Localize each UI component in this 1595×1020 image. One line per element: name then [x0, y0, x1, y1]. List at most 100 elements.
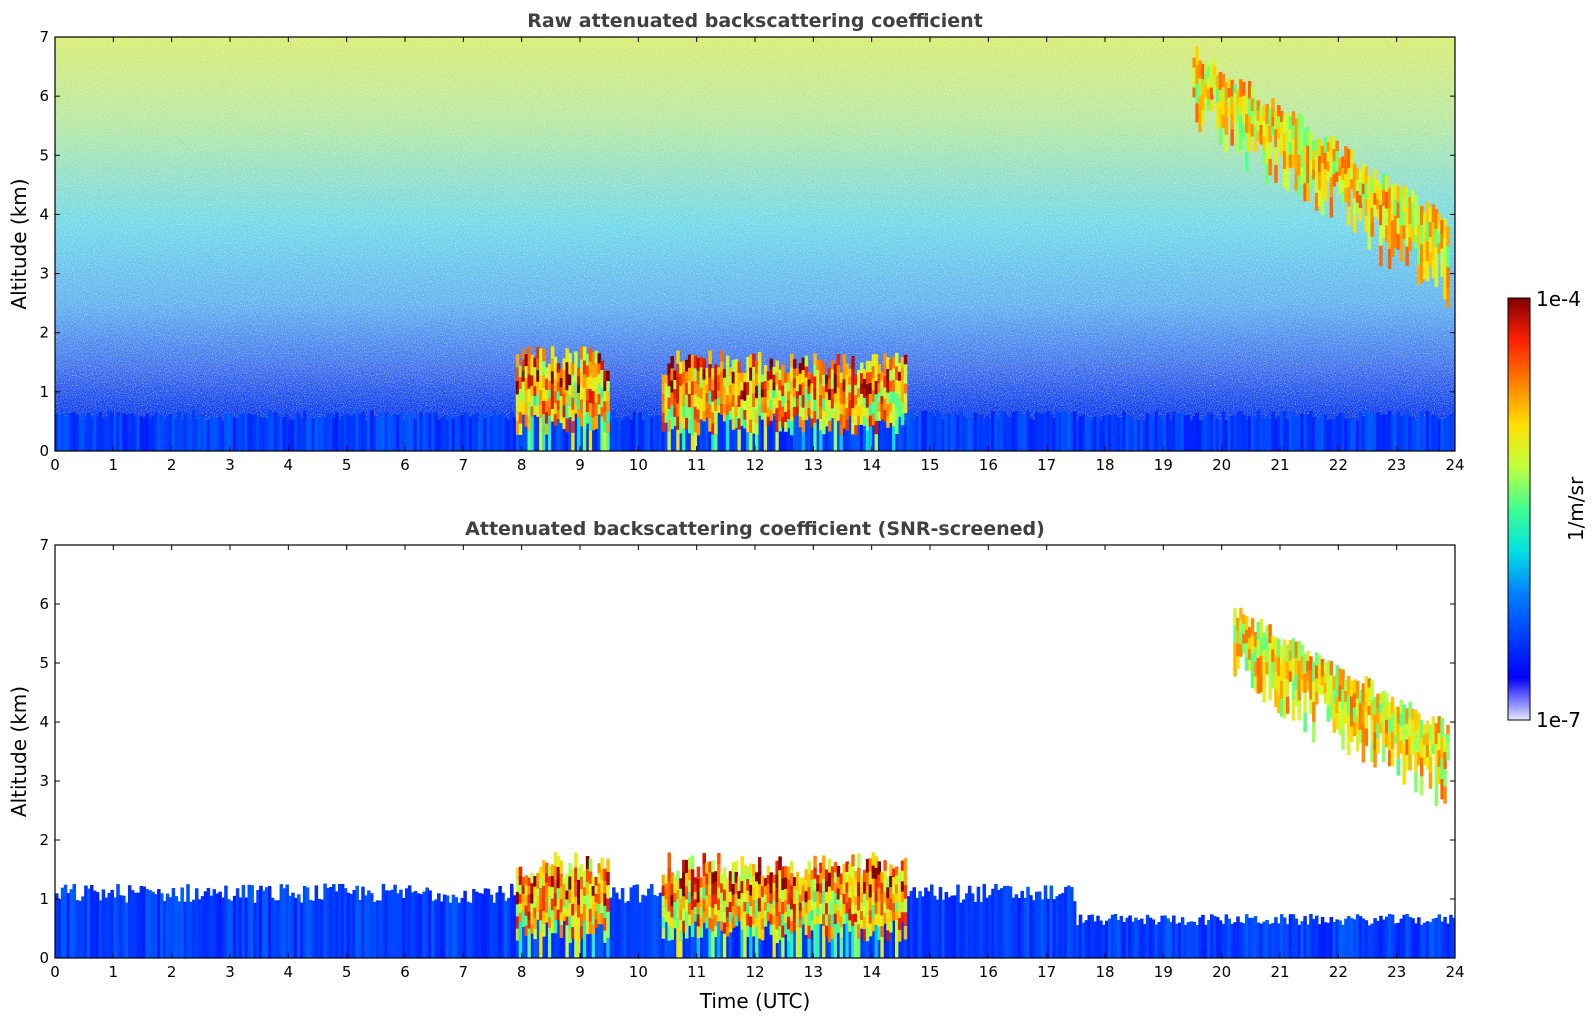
- cloud-cell: [781, 374, 785, 386]
- cirrus-cell: [1326, 141, 1331, 152]
- cloud-cell: [848, 863, 852, 875]
- cirrus-cell: [1437, 243, 1442, 254]
- bl-cell: [358, 414, 362, 451]
- bl-cell: [486, 413, 491, 451]
- cloud-cell: [740, 381, 744, 391]
- cloud-cell: [556, 888, 561, 899]
- cirrus-cell: [1402, 225, 1407, 239]
- bl-cell: [431, 900, 435, 958]
- cloud-cell: [562, 381, 567, 394]
- cirrus-cell: [1411, 743, 1415, 756]
- bl-cell: [623, 902, 628, 958]
- bl-cell: [1315, 915, 1319, 958]
- bl-cell: [1317, 419, 1322, 451]
- cirrus-cell: [1382, 744, 1386, 763]
- cloud-cell: [734, 393, 739, 405]
- cirrus-cell: [1303, 654, 1307, 674]
- cirrus-cell: [1309, 699, 1313, 714]
- cloud-cell: [778, 856, 782, 871]
- cirrus-cell: [1425, 261, 1430, 281]
- bl-cell: [1347, 417, 1351, 451]
- cloud-cell: [889, 391, 893, 402]
- bl-cell: [912, 887, 917, 958]
- cloud-cell: [545, 872, 549, 883]
- cloud-cell: [798, 919, 803, 928]
- cloud-cell: [798, 902, 803, 912]
- cloud-cell: [766, 398, 771, 408]
- cloud-cell: [577, 376, 581, 385]
- cloud-cell: [752, 406, 756, 421]
- bl-cell: [63, 418, 68, 451]
- cloud-cell: [874, 394, 879, 408]
- cirrus-cell: [1315, 665, 1319, 679]
- cloud-cell: [702, 379, 707, 391]
- cloud-cell: [749, 419, 753, 433]
- bl-cell: [440, 901, 444, 958]
- cloud-cell: [822, 855, 826, 868]
- bl-cell: [294, 412, 298, 451]
- cloud-cell: [769, 389, 774, 401]
- cloud-cell: [830, 408, 835, 419]
- cirrus-cell: [1396, 233, 1401, 250]
- cloud-cell: [787, 866, 791, 880]
- cloud-cell: [542, 348, 546, 362]
- bl-cell: [107, 892, 112, 958]
- cirrus-cell: [1390, 238, 1395, 257]
- cirrus-cell: [1370, 741, 1374, 763]
- bl-cell: [221, 420, 225, 451]
- cloud-cell: [772, 891, 777, 900]
- cirrus: [1192, 46, 1450, 308]
- bl-cell: [1061, 411, 1065, 451]
- bl-cell: [556, 414, 561, 451]
- cloud-cell: [708, 883, 712, 896]
- bl-cell: [323, 417, 327, 451]
- cloud-cell: [690, 408, 695, 422]
- cloud-cell: [839, 894, 844, 906]
- cirrus-cell: [1352, 163, 1357, 181]
- cloud-cell: [725, 355, 730, 366]
- cloud-cell: [696, 357, 701, 371]
- bl-cell: [1035, 891, 1039, 958]
- cloud-cell: [711, 368, 715, 380]
- bl-cell: [1259, 923, 1264, 958]
- cloud-cell: [784, 402, 788, 413]
- cloud-cell: [871, 852, 876, 866]
- cloud-cell: [746, 878, 750, 891]
- bl-cell: [956, 415, 960, 451]
- bl-cell: [1020, 890, 1024, 958]
- cloud-cell: [839, 873, 844, 885]
- cloud-cell: [813, 399, 817, 412]
- bl-cell: [1067, 885, 1071, 958]
- cirrus-cell: [1277, 138, 1281, 151]
- cloud-cell: [597, 404, 602, 415]
- cloud-cell: [685, 371, 689, 384]
- cloud-cell: [795, 391, 800, 399]
- cirrus-cell: [1422, 245, 1427, 263]
- cloud-cell: [842, 391, 847, 404]
- cirrus-cell: [1317, 674, 1322, 685]
- cirrus-cell: [1446, 267, 1450, 288]
- cloud-cell: [822, 878, 826, 891]
- cirrus-cell: [1341, 669, 1345, 690]
- cloud-cell: [603, 918, 607, 931]
- cirrus-cell: [1414, 709, 1418, 731]
- bl-cell: [133, 892, 138, 958]
- cirrus: [1233, 607, 1450, 806]
- cirrus-cell: [1338, 701, 1342, 719]
- cloud-cell: [539, 866, 543, 878]
- cloud-cell: [606, 391, 610, 402]
- cloud-cell: [857, 881, 861, 897]
- cirrus-cell: [1347, 695, 1351, 716]
- cloud-cell: [591, 365, 596, 379]
- bl-cell: [230, 900, 234, 958]
- precip-cell: [740, 929, 744, 958]
- cloud-cell: [871, 354, 876, 367]
- cloud-cell: [685, 912, 689, 926]
- cloud-cell: [705, 884, 709, 896]
- cloud-cell: [600, 857, 604, 869]
- bl-cell: [1160, 420, 1164, 451]
- cloud-cell: [722, 395, 727, 404]
- cloud-cell: [728, 891, 733, 902]
- bl-cell: [935, 410, 940, 451]
- cloud-cell: [585, 856, 590, 870]
